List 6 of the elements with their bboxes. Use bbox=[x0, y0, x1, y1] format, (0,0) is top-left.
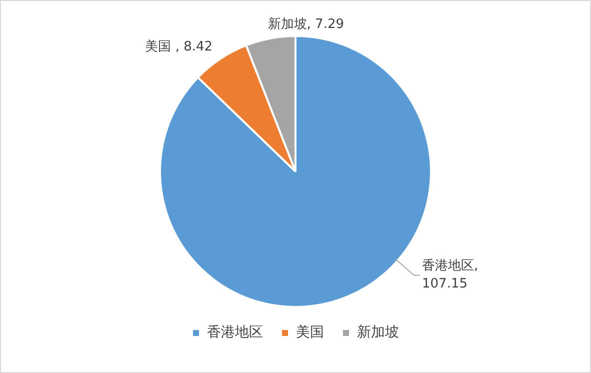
legend-label: 美国 bbox=[296, 324, 324, 341]
data-label: 美国 , 8.42 bbox=[145, 38, 213, 54]
legend-label: 香港地区 bbox=[207, 324, 263, 341]
data-label: 新加坡, 7.29 bbox=[268, 16, 344, 32]
data-label: 香港地区, 107.15 bbox=[422, 258, 478, 292]
legend-label: 新加坡 bbox=[357, 324, 399, 341]
